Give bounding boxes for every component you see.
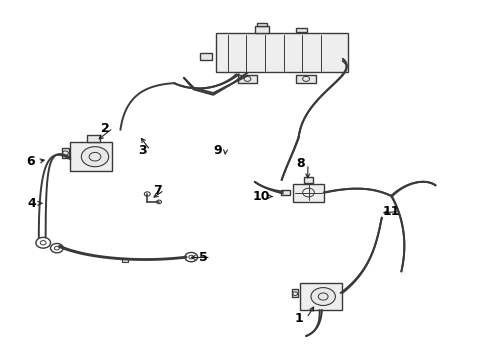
Text: 2: 2 <box>101 122 110 135</box>
Bar <box>71 142 112 171</box>
Bar <box>257 23 267 26</box>
Text: 10: 10 <box>252 190 270 203</box>
Bar <box>122 258 128 262</box>
Circle shape <box>81 147 109 167</box>
Bar <box>281 190 290 195</box>
Text: 3: 3 <box>139 144 147 157</box>
Bar <box>296 75 316 83</box>
Text: 8: 8 <box>296 157 305 170</box>
Bar <box>304 177 314 183</box>
Circle shape <box>311 288 335 306</box>
Bar <box>216 33 347 72</box>
Bar <box>255 26 270 33</box>
Text: 7: 7 <box>153 184 161 197</box>
Bar <box>238 75 257 83</box>
Bar <box>293 184 324 202</box>
Bar <box>87 135 99 141</box>
Bar <box>300 283 342 310</box>
Text: 4: 4 <box>27 197 36 210</box>
Bar <box>62 148 69 158</box>
Bar <box>200 53 212 59</box>
Text: 5: 5 <box>199 251 208 264</box>
Bar <box>296 28 307 32</box>
Bar <box>292 289 298 297</box>
Text: 6: 6 <box>26 155 35 168</box>
Text: 11: 11 <box>383 205 400 218</box>
Text: 1: 1 <box>295 311 304 325</box>
Text: 9: 9 <box>214 144 222 157</box>
